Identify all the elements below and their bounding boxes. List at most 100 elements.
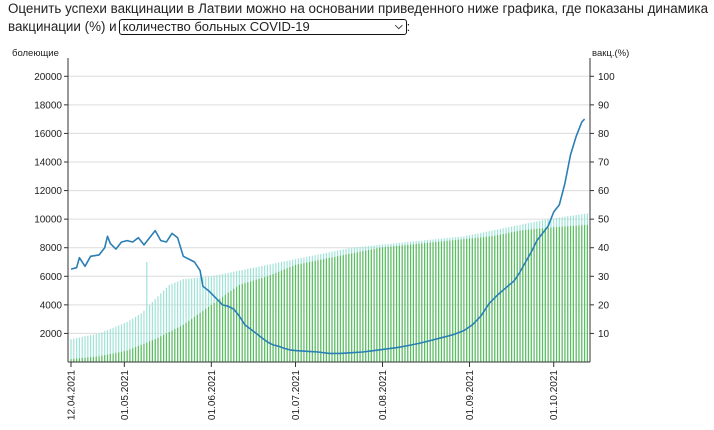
- bar-dark: [586, 224, 588, 362]
- bar-dark: [76, 358, 78, 362]
- bar-dark: [564, 226, 566, 362]
- bar-dark: [390, 246, 392, 362]
- bar-light: [101, 332, 103, 362]
- bar-dark: [558, 226, 560, 362]
- bar-dark: [241, 284, 243, 362]
- bar-light: [98, 333, 100, 362]
- bar-dark: [272, 274, 274, 362]
- bar-dark: [424, 243, 426, 362]
- bar-dark: [435, 242, 437, 362]
- bar-dark: [146, 342, 148, 362]
- bar-dark: [516, 231, 518, 362]
- right-tick-label: 80: [598, 129, 610, 140]
- bar-dark: [148, 341, 151, 362]
- bar-dark: [216, 300, 218, 362]
- left-tick-label: 6000: [40, 272, 63, 283]
- bar-dark: [322, 259, 325, 362]
- bar-dark: [367, 250, 370, 362]
- bar-dark: [511, 232, 513, 362]
- bar-dark: [182, 324, 184, 362]
- x-tick-label: 01.05.2021: [120, 370, 131, 420]
- bar-dark: [143, 343, 145, 362]
- bar-dark: [404, 245, 406, 362]
- bar-light: [151, 302, 153, 362]
- bar-dark: [238, 284, 240, 362]
- bar-light: [188, 278, 190, 362]
- bar-dark: [227, 292, 229, 362]
- bar-dark: [230, 290, 232, 362]
- bar-dark: [513, 231, 516, 362]
- bar-dark: [387, 246, 389, 362]
- bar-dark: [104, 355, 106, 362]
- vaccination-bars-dark: [70, 224, 588, 362]
- bar-dark: [345, 254, 347, 362]
- bar-dark: [325, 258, 327, 362]
- bar-dark: [348, 254, 350, 362]
- bar-dark: [247, 282, 249, 362]
- left-tick-label: 18000: [34, 100, 62, 111]
- bar-dark: [395, 246, 398, 362]
- bar-dark: [583, 225, 586, 362]
- bar-dark: [491, 236, 493, 362]
- bar-light: [134, 316, 137, 362]
- bar-light: [106, 330, 109, 362]
- bar-dark: [426, 242, 429, 362]
- bar-dark: [379, 247, 381, 362]
- bar-light: [174, 282, 176, 362]
- bar-light: [143, 310, 145, 362]
- bar-dark: [87, 357, 89, 362]
- bar-light: [112, 327, 114, 362]
- bar-light: [163, 290, 165, 362]
- bar-dark: [485, 236, 487, 362]
- bar-dark: [205, 308, 207, 362]
- bar-dark: [70, 359, 72, 362]
- bar-dark: [409, 244, 412, 362]
- bar-dark: [429, 242, 431, 362]
- bar-dark: [235, 286, 238, 362]
- bar-dark: [90, 357, 92, 362]
- bar-dark: [463, 239, 465, 362]
- left-tick-label: 10000: [34, 215, 62, 226]
- bar-dark: [163, 334, 165, 362]
- right-tick-label: 20: [598, 300, 610, 311]
- bar-dark: [373, 248, 375, 362]
- bar-dark: [452, 240, 454, 362]
- bar-dark: [381, 247, 384, 362]
- right-tick-label: 90: [598, 100, 610, 111]
- bar-dark: [258, 278, 260, 362]
- bar-dark: [334, 256, 336, 362]
- bar-light: [171, 283, 173, 362]
- bar-dark: [120, 351, 123, 362]
- chevron-down-icon: ⌵: [395, 21, 403, 32]
- bar-dark: [306, 262, 308, 362]
- bar-dark: [221, 296, 224, 362]
- bar-dark: [73, 358, 75, 362]
- bar-dark: [151, 340, 153, 362]
- bar-dark: [561, 226, 563, 362]
- bar-light: [95, 334, 97, 362]
- bar-dark: [126, 350, 128, 362]
- bar-dark: [412, 244, 414, 362]
- bar-dark: [118, 352, 120, 362]
- bar-dark: [353, 252, 356, 362]
- bar-light: [87, 335, 89, 362]
- bar-dark: [266, 276, 269, 362]
- bar-dark: [339, 255, 342, 362]
- x-tick-label: 12.04.2021: [67, 370, 78, 420]
- bar-light: [165, 287, 168, 362]
- bar-dark: [432, 242, 434, 362]
- bar-dark: [466, 238, 468, 362]
- bar-light: [132, 318, 134, 362]
- bar-dark: [384, 247, 386, 362]
- intro-text: Оценить успехи вакцинации в Латвии можно…: [8, 0, 714, 36]
- bar-dark: [81, 358, 83, 362]
- bar-dark: [421, 243, 423, 362]
- bar-dark: [359, 251, 361, 362]
- left-tick-label: 12000: [34, 186, 62, 197]
- bar-dark: [533, 229, 535, 362]
- bar-dark: [219, 298, 221, 362]
- bar-dark: [438, 241, 440, 362]
- bar-dark: [407, 244, 409, 362]
- bar-dark: [415, 244, 417, 362]
- metric-select[interactable]: количество больных COVID-19 ⌵: [118, 19, 407, 35]
